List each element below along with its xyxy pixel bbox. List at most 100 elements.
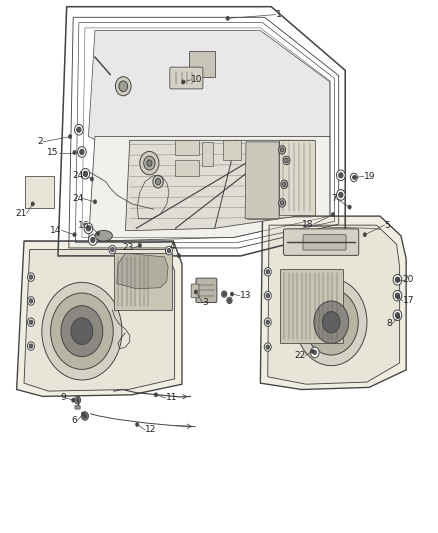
Circle shape [96, 231, 100, 236]
Text: 22: 22 [294, 351, 305, 360]
Text: 10: 10 [191, 75, 202, 84]
Circle shape [42, 282, 122, 380]
Circle shape [90, 177, 94, 181]
FancyBboxPatch shape [280, 269, 343, 343]
Text: 16: 16 [78, 221, 89, 230]
Circle shape [91, 237, 95, 243]
Circle shape [264, 343, 271, 351]
Text: 7: 7 [331, 194, 336, 203]
Circle shape [283, 156, 290, 165]
Polygon shape [88, 30, 330, 144]
FancyBboxPatch shape [283, 229, 359, 255]
Circle shape [29, 299, 33, 303]
Circle shape [86, 225, 91, 231]
FancyBboxPatch shape [303, 235, 346, 250]
Text: 12: 12 [145, 425, 156, 434]
Circle shape [138, 243, 141, 247]
Circle shape [68, 134, 72, 139]
Circle shape [167, 248, 171, 253]
Circle shape [182, 80, 185, 84]
Circle shape [313, 350, 317, 354]
Circle shape [50, 293, 113, 369]
Circle shape [81, 412, 88, 420]
Circle shape [331, 213, 335, 216]
Polygon shape [268, 225, 399, 384]
FancyBboxPatch shape [188, 51, 215, 77]
Polygon shape [117, 253, 168, 289]
Circle shape [28, 297, 35, 305]
Polygon shape [88, 136, 330, 243]
FancyBboxPatch shape [196, 278, 217, 303]
Text: 17: 17 [403, 296, 414, 305]
Circle shape [84, 223, 93, 233]
Circle shape [116, 77, 131, 96]
Circle shape [74, 397, 81, 404]
Circle shape [111, 247, 114, 252]
Circle shape [395, 313, 399, 318]
Text: 5: 5 [385, 221, 390, 230]
Circle shape [88, 235, 97, 245]
Polygon shape [17, 241, 182, 397]
Text: 1: 1 [276, 10, 281, 19]
Circle shape [29, 275, 33, 279]
Circle shape [80, 149, 84, 155]
Circle shape [73, 150, 76, 155]
Circle shape [348, 205, 351, 209]
Circle shape [109, 245, 116, 254]
Circle shape [353, 175, 357, 180]
Circle shape [283, 182, 286, 187]
Circle shape [322, 312, 340, 333]
Circle shape [311, 349, 314, 353]
Circle shape [76, 399, 79, 402]
Circle shape [350, 173, 357, 182]
Circle shape [393, 310, 402, 320]
Circle shape [177, 254, 181, 258]
Circle shape [153, 175, 163, 188]
Circle shape [83, 414, 87, 418]
Circle shape [279, 199, 286, 207]
Circle shape [396, 315, 400, 319]
Polygon shape [24, 249, 175, 391]
Text: 4: 4 [170, 242, 176, 251]
Circle shape [264, 292, 271, 300]
Circle shape [147, 160, 152, 166]
Circle shape [266, 270, 269, 274]
Polygon shape [125, 140, 315, 230]
Circle shape [393, 274, 402, 285]
Text: 6: 6 [72, 416, 78, 425]
Circle shape [227, 297, 232, 304]
Circle shape [396, 278, 400, 282]
Circle shape [77, 127, 81, 132]
Ellipse shape [95, 230, 113, 241]
Circle shape [266, 320, 269, 324]
FancyBboxPatch shape [175, 140, 198, 155]
Circle shape [363, 232, 367, 237]
Text: 3: 3 [202, 298, 208, 307]
Circle shape [119, 81, 127, 92]
Circle shape [28, 273, 35, 281]
Circle shape [396, 295, 400, 300]
Circle shape [154, 393, 158, 397]
Circle shape [228, 299, 231, 302]
Circle shape [395, 277, 399, 282]
Circle shape [264, 318, 271, 326]
Circle shape [28, 342, 35, 350]
Circle shape [339, 192, 343, 198]
Circle shape [61, 306, 103, 357]
Circle shape [81, 168, 90, 179]
FancyBboxPatch shape [175, 160, 198, 176]
Circle shape [226, 16, 230, 20]
Text: 8: 8 [386, 319, 392, 328]
Circle shape [266, 294, 269, 298]
Circle shape [230, 292, 234, 296]
Circle shape [29, 344, 33, 348]
Circle shape [314, 301, 349, 343]
Circle shape [281, 180, 288, 189]
Circle shape [296, 279, 367, 366]
Circle shape [78, 147, 86, 157]
Circle shape [155, 179, 161, 185]
FancyBboxPatch shape [223, 140, 241, 160]
Circle shape [311, 347, 319, 358]
FancyBboxPatch shape [191, 284, 199, 298]
Text: 18: 18 [302, 220, 314, 229]
